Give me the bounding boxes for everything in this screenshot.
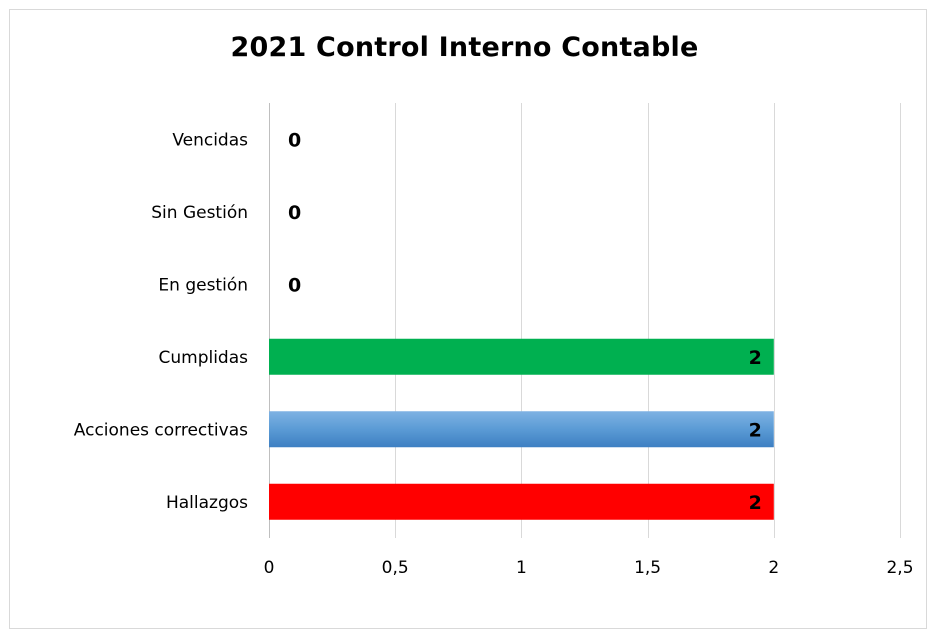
category-label: En gestión: [158, 275, 248, 295]
data-label: 2: [749, 419, 762, 441]
category-label: Acciones correctivas: [74, 420, 248, 440]
bar-layer: [269, 338, 774, 520]
label-layer: 0 0,5 1 1,5 2 2,5 Vencidas 0 Sin Gestión 0 En gest…: [74, 129, 914, 578]
data-label: 0: [288, 274, 301, 296]
chart-title: 2021 Control Interno Contable: [230, 32, 699, 63]
category-label: Vencidas: [172, 130, 248, 150]
data-label: 0: [288, 129, 301, 151]
bar: [269, 483, 774, 520]
data-label: 0: [288, 202, 301, 224]
category-label: Cumplidas: [158, 348, 248, 368]
bar-chart: 0 0,5 1 1,5 2 2,5 Vencidas 0 Sin Gestión 0 En gest…: [74, 103, 914, 578]
bar: [269, 411, 774, 448]
x-tick-label: 2: [768, 558, 779, 578]
category-label: Hallazgos: [166, 493, 248, 513]
x-tick-label: 1: [516, 558, 527, 578]
x-tick-label: 0: [264, 558, 275, 578]
x-tick-label: 1,5: [634, 558, 661, 578]
data-label: 2: [749, 347, 762, 369]
data-label: 2: [749, 492, 762, 514]
grid-layer: [269, 103, 901, 538]
category-label: Sin Gestión: [151, 203, 248, 223]
x-tick-label: 2,5: [886, 558, 913, 578]
x-tick-label: 0,5: [382, 558, 409, 578]
bar: [269, 338, 774, 375]
